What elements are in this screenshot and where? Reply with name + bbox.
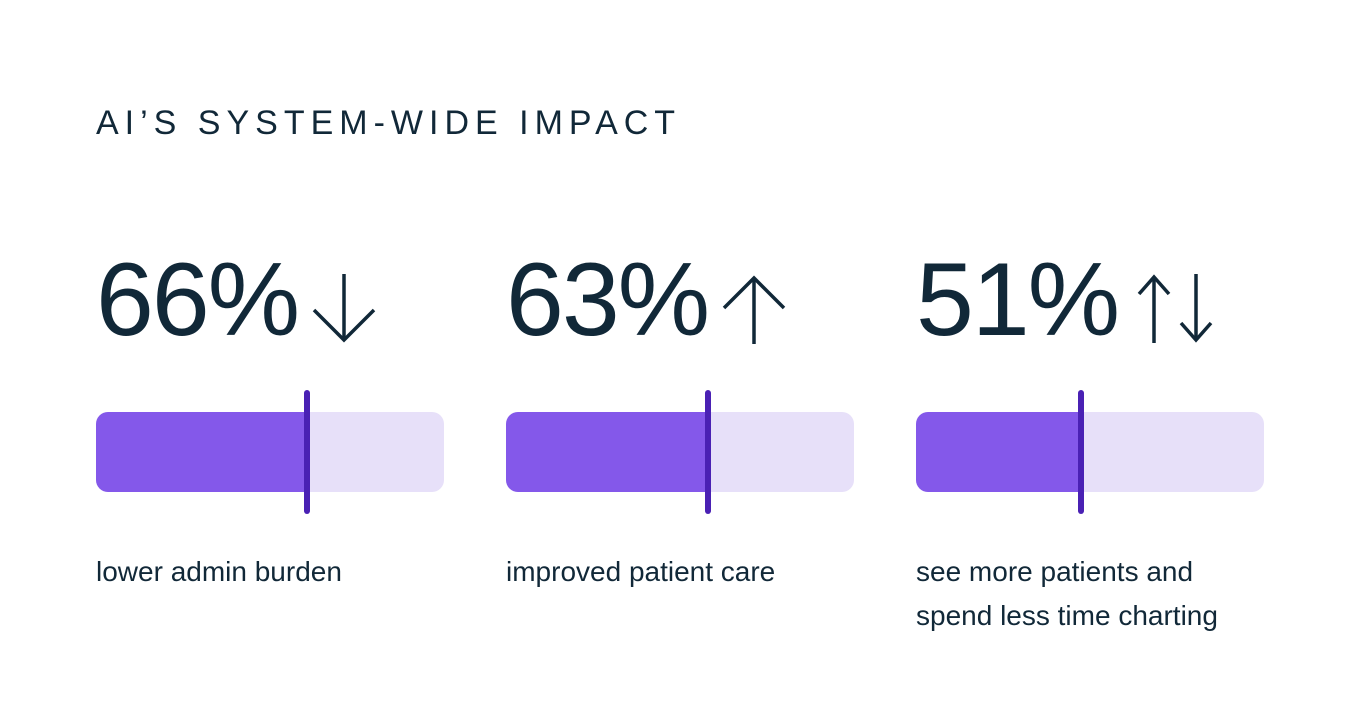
stat-see-more-patients: 51% see more patients and spend less tim… [916,248,1264,638]
bar-marker [1078,390,1085,514]
stat-value-row: 51% [916,248,1264,352]
stat-label: improved patient care [506,556,776,587]
stat-label: lower admin burden [96,556,342,587]
progress-bar [96,390,444,514]
stat-label: see more patients and spend less time ch… [916,556,1218,631]
stat-value: 66% [96,242,300,358]
stat-value: 63% [506,242,710,358]
bar-marker [704,390,711,514]
stats-row: 66% lower admin burden 63% [96,248,1360,638]
progress-bar [506,390,854,514]
progress-bar [916,390,1264,514]
stat-improved-patient-care: 63% improved patient care [506,248,854,638]
stat-value-row: 66% [96,248,444,352]
arrow-up-icon [722,272,786,346]
impact-infographic: AI’S SYSTEM-WIDE IMPACT 66% lower admin … [96,104,1360,638]
stat-value-row: 63% [506,248,854,352]
arrow-up-down-icon [1132,272,1228,346]
arrow-down-icon [312,272,376,346]
bar-marker [303,390,310,514]
bar-fill [506,412,708,492]
page-title: AI’S SYSTEM-WIDE IMPACT [96,104,682,142]
bar-fill [916,412,1082,492]
stat-value: 51% [916,242,1120,358]
bar-fill [96,412,307,492]
stat-lower-admin-burden: 66% lower admin burden [96,248,444,638]
